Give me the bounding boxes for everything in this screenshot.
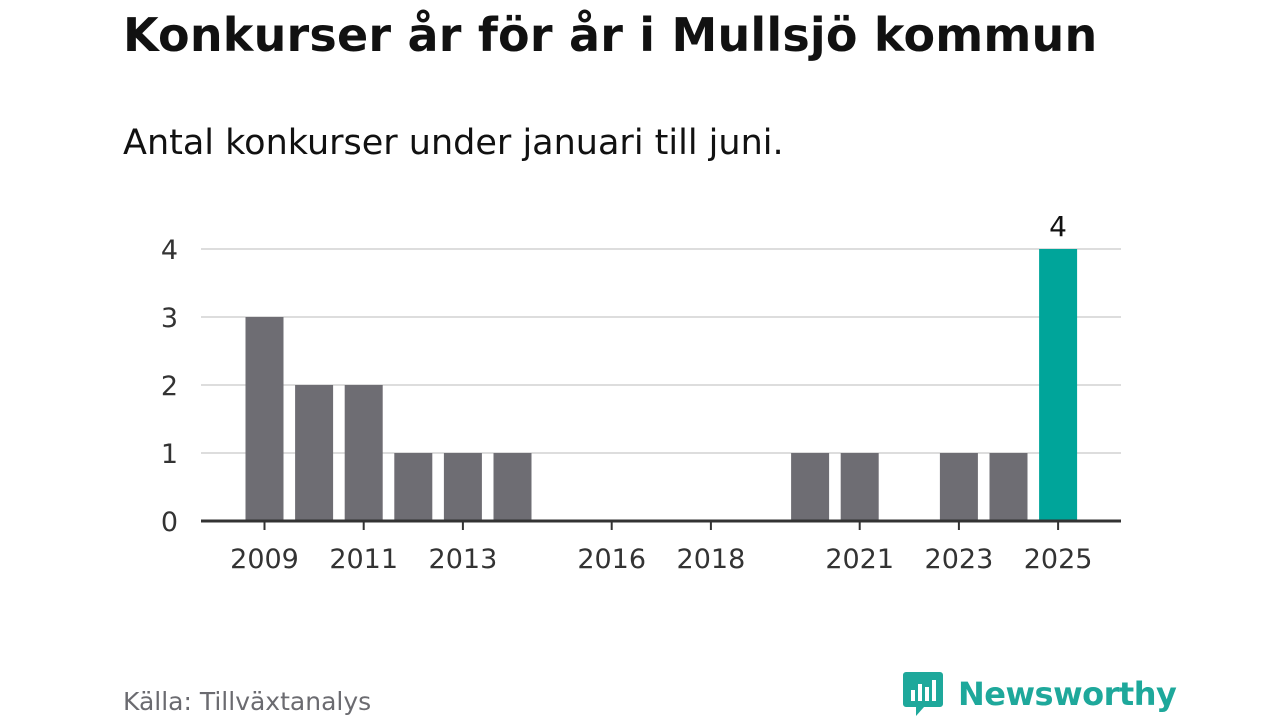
bar-2021: [840, 453, 879, 521]
bar-2011: [344, 385, 383, 521]
y-tick-label: 0: [161, 507, 178, 538]
newsworthy-logo-icon: [903, 672, 943, 716]
data-label: 4: [1049, 210, 1067, 243]
x-tick-label: 2021: [825, 544, 894, 575]
bar-2009: [245, 317, 284, 521]
x-tick-label: 2013: [429, 544, 498, 575]
x-tick-label: 2016: [577, 544, 646, 575]
brand-logo: Newsworthy: [902, 670, 1177, 718]
bar-2025: [1039, 249, 1078, 521]
x-tick-label: 2025: [1024, 544, 1093, 575]
y-tick-label: 4: [161, 235, 178, 266]
x-tick-label: 2011: [329, 544, 398, 575]
bar-2013: [443, 453, 482, 521]
x-tick-label: 2009: [230, 544, 299, 575]
chart-subtitle: Antal konkurser under januari till juni.: [123, 123, 784, 163]
chart-title: Konkurser år för år i Mullsjö kommun: [123, 8, 1098, 62]
bar-2014: [493, 453, 532, 521]
x-tick-label: 2023: [925, 544, 994, 575]
bar-2024: [989, 453, 1028, 521]
y-tick-label: 2: [161, 371, 178, 402]
x-tick-label: 2018: [677, 544, 746, 575]
source-note: Källa: Tillväxtanalys: [123, 687, 372, 716]
bar-2012: [394, 453, 433, 521]
bar-2023: [939, 453, 978, 521]
bar-2020: [791, 453, 830, 521]
bar-2010: [295, 385, 334, 521]
y-tick-label: 1: [161, 439, 178, 470]
y-tick-label: 3: [161, 303, 178, 334]
brand-name: Newsworthy: [958, 675, 1177, 713]
